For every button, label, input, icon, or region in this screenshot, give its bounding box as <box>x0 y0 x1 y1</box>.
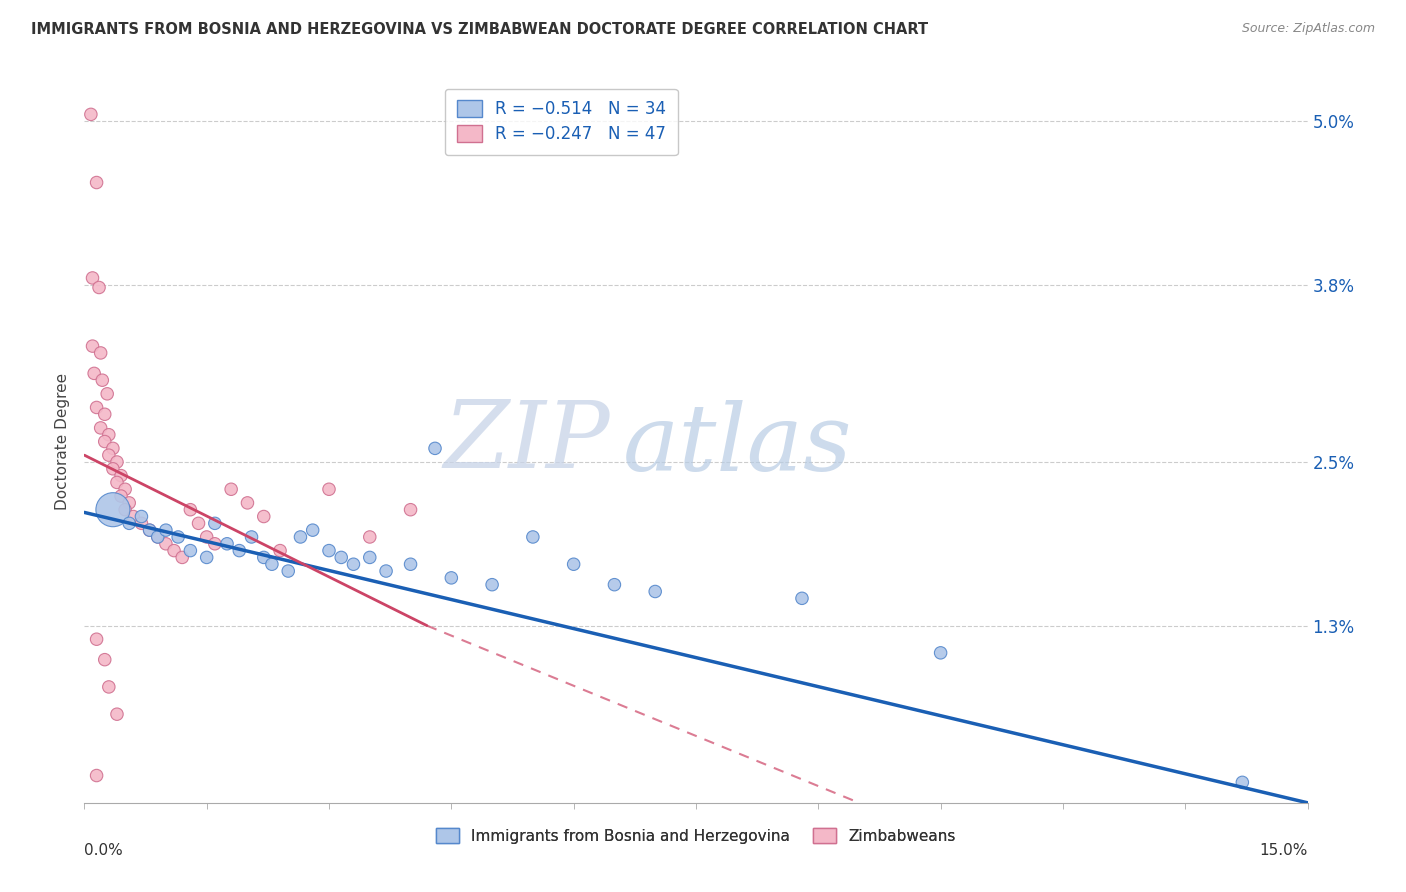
Text: atlas: atlas <box>623 401 852 490</box>
Point <box>204 537 226 551</box>
Text: Source: ZipAtlas.com: Source: ZipAtlas.com <box>1241 22 1375 36</box>
Point <box>97 427 120 442</box>
Point <box>90 421 112 435</box>
Point <box>93 407 115 421</box>
Text: 0.0%: 0.0% <box>84 843 124 857</box>
Point <box>318 543 340 558</box>
Text: IMMIGRANTS FROM BOSNIA AND HERZEGOVINA VS ZIMBABWEAN DOCTORATE DEGREE CORRELATIO: IMMIGRANTS FROM BOSNIA AND HERZEGOVINA V… <box>31 22 928 37</box>
Point <box>399 502 422 516</box>
Point <box>105 455 128 469</box>
Point <box>603 577 626 591</box>
Point <box>253 550 276 565</box>
Point <box>342 558 364 572</box>
Point <box>97 680 120 694</box>
Point <box>644 584 666 599</box>
Point <box>101 462 124 476</box>
Point <box>86 768 108 782</box>
Point <box>301 523 323 537</box>
Point <box>131 516 153 531</box>
Point <box>118 496 141 510</box>
Point <box>359 530 381 544</box>
Point <box>269 543 291 558</box>
Point <box>562 558 585 572</box>
Point <box>195 550 218 565</box>
Point <box>80 107 103 121</box>
Point <box>179 502 201 516</box>
Point <box>330 550 353 565</box>
Point <box>219 482 242 496</box>
Point <box>318 482 340 496</box>
Point <box>87 280 110 294</box>
Point <box>399 558 422 572</box>
Point <box>179 543 201 558</box>
Point <box>101 502 124 516</box>
Point <box>375 564 398 578</box>
Point <box>522 530 544 544</box>
Point <box>82 339 104 353</box>
Point <box>260 558 283 572</box>
Point <box>138 523 160 537</box>
Point <box>101 442 124 456</box>
Point <box>93 653 115 667</box>
Point <box>114 502 136 516</box>
Point <box>114 482 136 496</box>
Point <box>90 346 112 360</box>
Point <box>155 537 177 551</box>
Point <box>790 591 813 606</box>
Point <box>105 707 128 722</box>
Point <box>146 530 169 544</box>
Point <box>91 373 114 387</box>
Point <box>290 530 312 544</box>
Point <box>195 530 218 544</box>
Text: 15.0%: 15.0% <box>1260 843 1308 857</box>
Point <box>440 571 463 585</box>
Point <box>86 176 108 190</box>
Point <box>83 367 105 381</box>
Point <box>146 530 169 544</box>
Point <box>929 646 952 660</box>
Point <box>217 537 239 551</box>
Point <box>172 550 194 565</box>
Point <box>82 271 104 285</box>
Point <box>228 543 250 558</box>
Point <box>481 577 503 591</box>
Point <box>86 401 108 415</box>
Text: ZIP: ZIP <box>444 397 610 486</box>
Point <box>118 516 141 531</box>
Point <box>277 564 299 578</box>
Point <box>155 523 177 537</box>
Point <box>253 509 276 524</box>
Y-axis label: Doctorate Degree: Doctorate Degree <box>55 373 70 510</box>
Point <box>122 509 145 524</box>
Point <box>423 442 446 456</box>
Point <box>86 632 108 647</box>
Point <box>96 387 118 401</box>
Point <box>204 516 226 531</box>
Point <box>1232 775 1254 789</box>
Point <box>105 475 128 490</box>
Point <box>163 543 186 558</box>
Point <box>138 523 160 537</box>
Point <box>240 530 263 544</box>
Legend: Immigrants from Bosnia and Herzegovina, Zimbabweans: Immigrants from Bosnia and Herzegovina, … <box>427 819 965 853</box>
Point <box>131 509 153 524</box>
Point <box>167 530 190 544</box>
Point <box>97 448 120 462</box>
Point <box>110 489 132 503</box>
Point <box>236 496 259 510</box>
Point <box>359 550 381 565</box>
Point <box>110 468 132 483</box>
Point <box>93 434 115 449</box>
Point <box>187 516 209 531</box>
